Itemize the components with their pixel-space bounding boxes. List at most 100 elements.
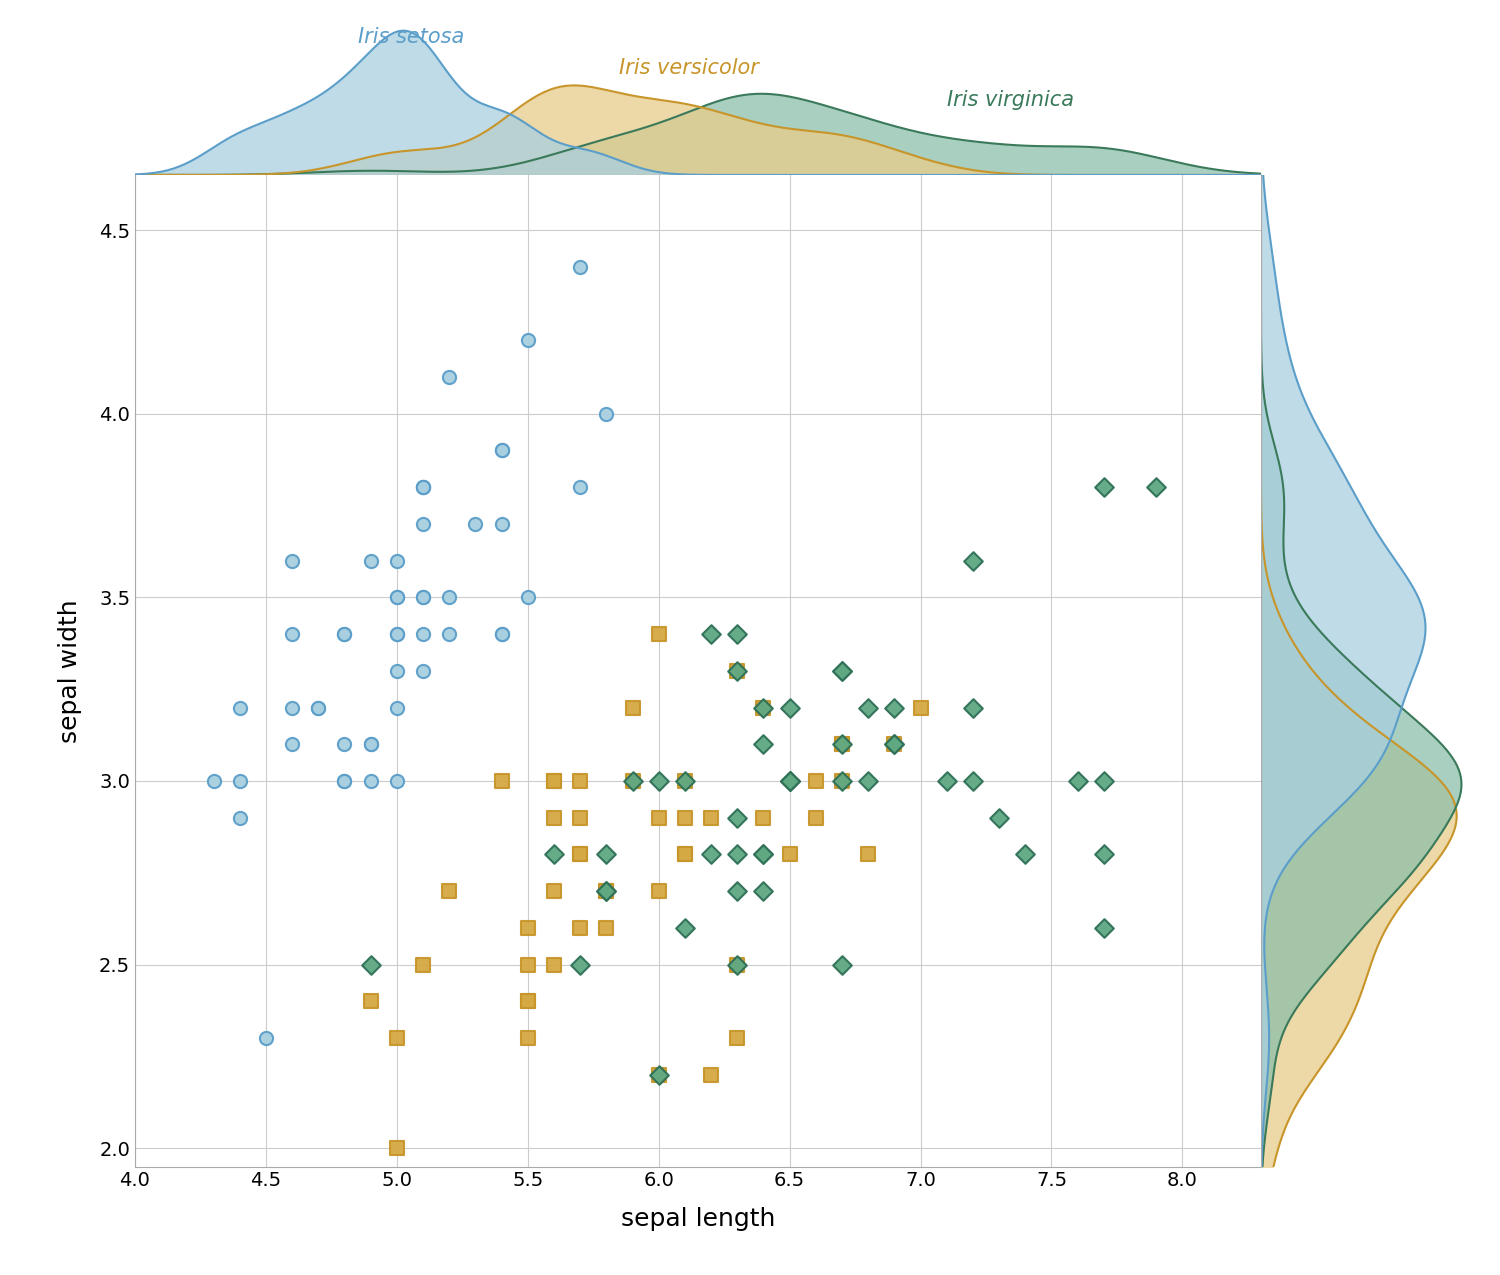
Point [830, 660, 854, 681]
Point [830, 734, 854, 755]
Point [962, 771, 986, 792]
Point [726, 844, 750, 864]
Y-axis label: sepal width: sepal width [58, 599, 82, 742]
Point [358, 955, 382, 975]
Point [646, 1065, 670, 1085]
Point [280, 551, 304, 571]
Point [621, 771, 645, 792]
Point [987, 807, 1011, 827]
Point [830, 771, 854, 792]
Point [1092, 771, 1116, 792]
Point [542, 955, 566, 975]
Point [568, 955, 592, 975]
Point [568, 771, 592, 792]
Point [542, 771, 566, 792]
Point [489, 623, 513, 644]
Point [386, 697, 410, 718]
Point [726, 1028, 750, 1048]
Point [411, 586, 435, 607]
Point [726, 660, 750, 681]
Point [646, 807, 670, 827]
Point [386, 660, 410, 681]
Point [777, 697, 801, 718]
Point [358, 771, 382, 792]
Point [646, 623, 670, 644]
Point [436, 586, 460, 607]
Point [752, 807, 776, 827]
Point [254, 1028, 278, 1048]
Text: Iris setosa: Iris setosa [357, 27, 464, 47]
Point [882, 734, 906, 755]
Point [386, 1028, 410, 1048]
Point [280, 623, 304, 644]
Point [436, 623, 460, 644]
Point [333, 771, 357, 792]
Point [726, 807, 750, 827]
Point [358, 991, 382, 1011]
Point [726, 955, 750, 975]
Point [726, 955, 750, 975]
Point [306, 697, 330, 718]
Point [674, 844, 698, 864]
Point [489, 771, 513, 792]
Point [411, 477, 435, 497]
Point [386, 1139, 410, 1159]
Point [777, 771, 801, 792]
Point [856, 844, 880, 864]
Point [411, 477, 435, 497]
Point [1144, 477, 1168, 497]
Point [411, 514, 435, 534]
Point [830, 955, 854, 975]
Point [386, 623, 410, 644]
Point [280, 734, 304, 755]
Point [489, 623, 513, 644]
Point [909, 697, 933, 718]
Point [386, 586, 410, 607]
Point [830, 734, 854, 755]
Point [542, 881, 566, 901]
Point [830, 771, 854, 792]
Point [804, 771, 828, 792]
Point [333, 623, 357, 644]
Point [726, 881, 750, 901]
Point [726, 623, 750, 644]
Point [1092, 477, 1116, 497]
X-axis label: sepal length: sepal length [621, 1207, 776, 1232]
Point [594, 881, 618, 901]
Point [542, 807, 566, 827]
Point [674, 807, 698, 827]
Point [333, 623, 357, 644]
Point [594, 844, 618, 864]
Point [228, 771, 252, 792]
Point [516, 955, 540, 975]
Point [516, 991, 540, 1011]
Point [646, 881, 670, 901]
Point [280, 697, 304, 718]
Point [411, 955, 435, 975]
Point [752, 697, 776, 718]
Point [411, 660, 435, 681]
Point [856, 771, 880, 792]
Point [752, 697, 776, 718]
Point [228, 697, 252, 718]
Point [699, 807, 723, 827]
Point [411, 623, 435, 644]
Point [674, 771, 698, 792]
Point [777, 771, 801, 792]
Point [882, 734, 906, 755]
Point [568, 844, 592, 864]
Point [646, 771, 670, 792]
Point [333, 734, 357, 755]
Point [489, 440, 513, 460]
Point [436, 881, 460, 901]
Point [699, 844, 723, 864]
Point [594, 403, 618, 423]
Point [386, 771, 410, 792]
Point [726, 660, 750, 681]
Point [542, 771, 566, 792]
Point [568, 477, 592, 497]
Point [699, 1065, 723, 1085]
Point [306, 697, 330, 718]
Point [1065, 771, 1089, 792]
Point [804, 807, 828, 827]
